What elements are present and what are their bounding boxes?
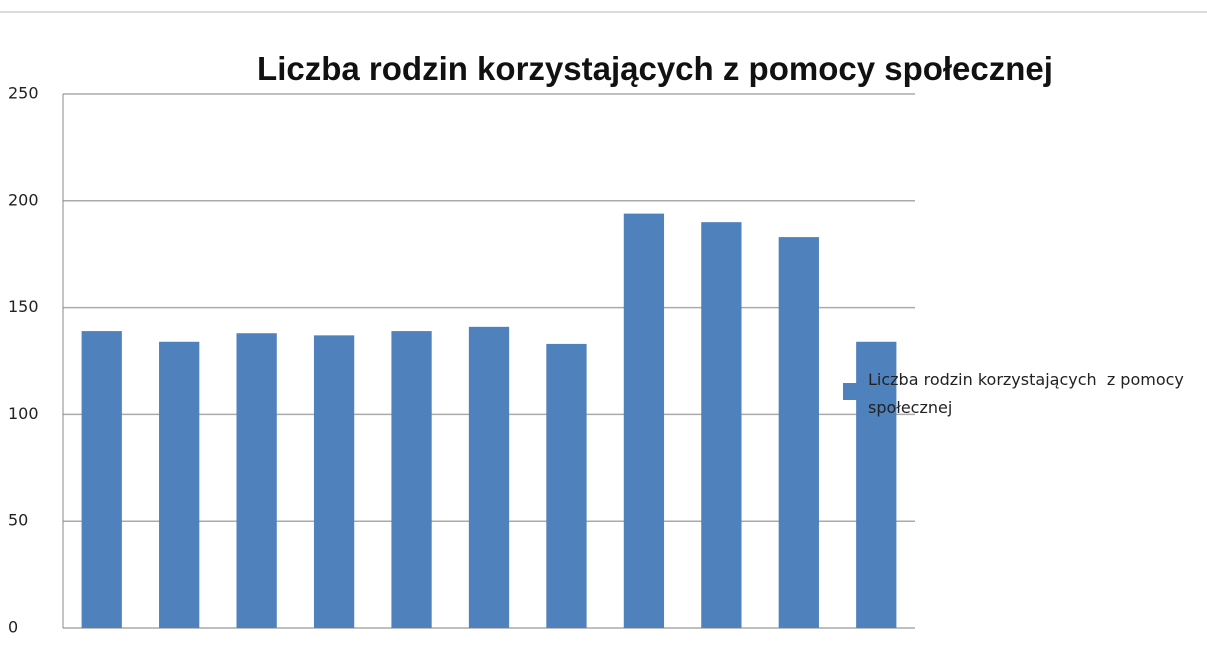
y-tick-label: 100 <box>8 404 39 423</box>
bar <box>159 341 200 628</box>
legend-swatch <box>843 383 862 400</box>
y-tick-label: 150 <box>8 297 39 316</box>
bar <box>856 341 897 628</box>
y-tick-label: 200 <box>8 190 39 209</box>
y-tick-label: 50 <box>8 511 28 530</box>
bar <box>778 237 819 628</box>
bar <box>391 331 432 628</box>
bar <box>623 213 665 628</box>
bar <box>81 331 122 628</box>
bar <box>313 335 355 628</box>
bar <box>546 343 587 628</box>
bar <box>236 333 277 628</box>
bar <box>468 326 510 628</box>
chart-title: Liczba rodzin korzystających z pomocy sp… <box>257 50 1053 87</box>
legend-label: Liczba rodzin korzystających z pomocy sp… <box>868 370 1189 417</box>
bar <box>701 222 742 628</box>
y-tick-label: 250 <box>8 84 39 103</box>
y-tick-label: 0 <box>8 618 18 637</box>
